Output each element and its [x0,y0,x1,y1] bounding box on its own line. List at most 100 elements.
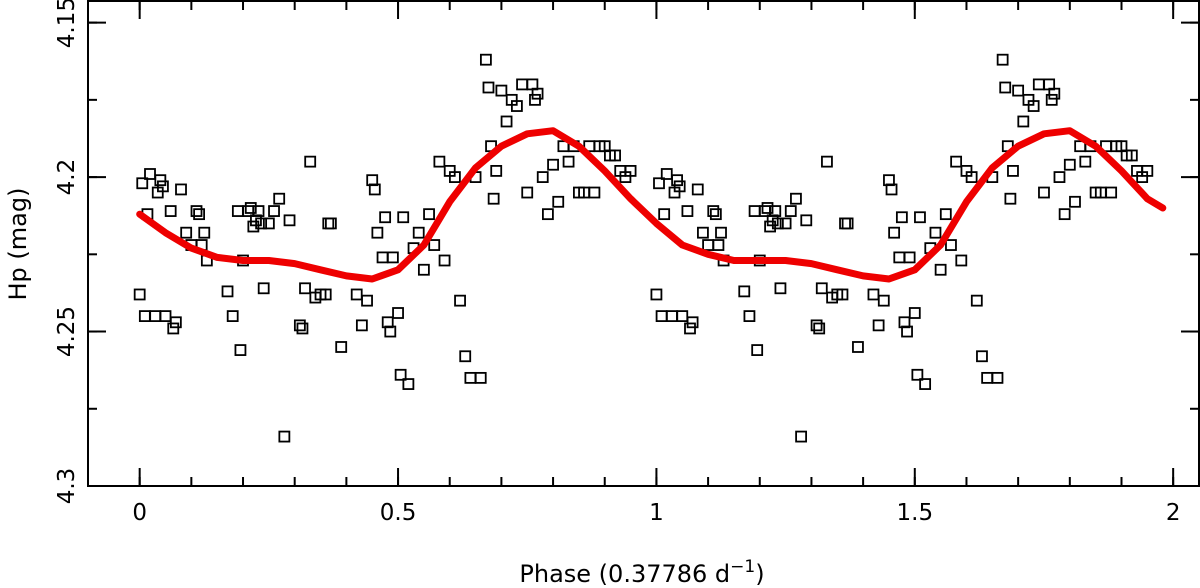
data-point [562,155,575,168]
data-point [257,282,270,295]
data-point [764,220,777,233]
data-point [945,239,957,251]
y-tick-label: 4.15 [54,0,80,48]
fit-curve [136,127,1167,283]
data-point [976,350,988,363]
data-point [180,226,193,239]
data-point [164,205,177,217]
data-point [1045,93,1058,106]
data-point [304,155,317,168]
data-point [1053,171,1066,183]
data-point [771,217,784,230]
data-point [376,251,389,264]
y-axis-label: Hp (mag) [4,188,32,301]
data-point [423,208,435,221]
data-point [666,310,678,322]
data-point [482,81,495,94]
data-point [650,288,663,301]
data-point [500,115,513,128]
y-tick-label: 4.2 [54,159,80,196]
data-point [529,93,541,106]
data-point [697,226,709,239]
data-point [1079,155,1092,168]
data-point [479,53,492,66]
data-point [138,310,151,322]
data-point [226,310,239,322]
data-point [324,217,337,230]
data-point [970,294,983,307]
data-point [813,322,826,335]
data-point [686,316,699,329]
data-point [474,371,487,384]
data-point [919,378,932,390]
data-point [751,344,764,356]
data-point [487,192,500,205]
data-point [268,205,280,217]
data-point [510,100,523,112]
data-point [402,378,415,390]
axis-ticks [88,1,1199,487]
data-point [867,288,880,301]
data-point [1048,87,1061,100]
data-point [885,183,898,196]
data-point [841,217,854,230]
data-point [655,310,668,322]
data-points [133,53,1154,443]
data-point [1007,165,1019,177]
data-point [154,174,167,187]
data-point [702,239,714,251]
data-point [394,368,407,381]
data-point [908,307,921,319]
data-point [542,208,554,221]
data-point [901,325,913,338]
data-point [815,282,828,295]
data-point [1141,165,1154,177]
data-point [950,155,963,168]
data-point [244,202,257,214]
data-point [929,226,942,239]
data-point [322,217,335,230]
data-point [397,211,410,224]
data-point [893,251,906,264]
data-point [588,186,601,199]
data-point [821,155,833,168]
data-point [658,208,671,221]
data-point [774,282,787,295]
data-point [934,263,947,276]
data-point [319,288,332,301]
y-tick-label: 4.25 [54,306,80,357]
data-point [790,192,802,205]
plot-frame [87,0,1200,487]
data-point [810,319,823,332]
data-point [198,226,211,239]
data-point [190,205,203,217]
data-point [1004,192,1017,205]
data-point [784,205,797,217]
data-point [335,341,348,353]
data-point [386,251,399,264]
data-point [991,371,1004,384]
data-point [769,205,782,217]
data-point [895,211,908,224]
data-point [392,307,404,319]
data-point [495,84,508,97]
data-point [133,288,146,301]
data-point [262,217,275,230]
data-point [417,263,430,276]
data-point [490,165,503,177]
data-point [552,195,565,208]
data-point [433,155,446,168]
data-point [795,430,808,443]
data-point [981,371,994,384]
data-point [888,226,901,239]
data-point [1012,84,1025,97]
data-point [996,53,1009,66]
data-point [454,294,466,307]
data-point [531,87,544,100]
data-point [836,288,849,301]
data-point [761,202,774,214]
data-point [273,192,286,205]
data-point [1063,158,1076,171]
data-point [877,294,890,307]
data-point [136,177,149,190]
